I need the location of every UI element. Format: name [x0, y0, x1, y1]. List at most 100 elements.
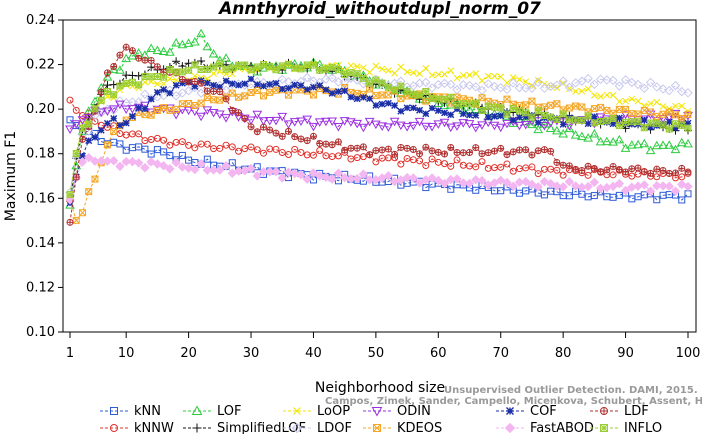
data-point-knn: [472, 186, 480, 194]
data-point-inflo: [547, 113, 555, 121]
legend-marker: [293, 407, 301, 415]
data-point-fastabod: [408, 173, 419, 183]
data-point-fastabod: [589, 177, 600, 187]
data-point-loop: [615, 98, 623, 105]
data-point-odin: [595, 113, 606, 122]
data-point-odin: [371, 120, 381, 130]
y-tick-label: 0.18: [26, 147, 55, 162]
data-point-inflo: [522, 109, 530, 117]
data-point-fastabod: [208, 165, 219, 175]
data-point-ldof: [115, 96, 125, 106]
data-point-ldof: [620, 75, 631, 85]
data-point-ldf: [678, 164, 686, 172]
data-point-odin: [196, 112, 206, 122]
data-point-inflo: [135, 81, 143, 89]
data-point-fastabod: [439, 178, 450, 189]
data-point-cof: [366, 95, 374, 103]
data-point-lof: [439, 100, 450, 110]
data-point-odin: [439, 118, 450, 128]
data-point-cof: [247, 75, 255, 83]
data-point-knn: [203, 155, 211, 163]
data-point-fastabod: [614, 178, 625, 189]
data-point-loop: [216, 68, 224, 75]
data-point-cof: [203, 79, 211, 87]
plot-area-frame: [62, 19, 697, 333]
data-point-kdeos: [253, 87, 261, 95]
data-point-odin: [152, 105, 163, 115]
data-point-ldof: [502, 84, 512, 95]
data-point-fastabod: [358, 169, 369, 179]
data-point-ldof: [439, 78, 450, 89]
data-point-lof: [115, 65, 125, 74]
data-point-ldof: [595, 74, 606, 85]
data-point-odin: [283, 120, 294, 129]
data-point-inflo: [166, 65, 174, 73]
legend-label: LoOP: [317, 404, 350, 419]
data-point-ldf: [235, 109, 243, 117]
data-point-knnw: [441, 160, 449, 168]
data-point-fastabod: [96, 156, 106, 166]
data-point-ldof: [645, 77, 656, 88]
data-point-ldf: [116, 51, 124, 59]
data-point-cof: [78, 152, 86, 160]
data-point-lof: [608, 137, 618, 146]
data-point-cof: [97, 126, 105, 134]
series-ldf: [66, 43, 692, 226]
data-point-odin: [308, 122, 319, 132]
data-point-ldof: [183, 86, 194, 96]
data-point-ldf: [497, 145, 505, 152]
data-point-ldof: [552, 80, 562, 90]
data-point-inflo: [328, 63, 336, 71]
data-point-odin: [102, 107, 113, 116]
data-point-ldof: [277, 74, 287, 85]
data-point-knnw: [559, 171, 567, 179]
legend-marker: [291, 422, 303, 434]
data-point-fastabod: [158, 161, 169, 171]
data-point-cof: [91, 133, 99, 141]
data-point-loop: [191, 72, 199, 80]
data-point-ldf: [384, 145, 392, 153]
data-point-kdeos: [191, 102, 199, 110]
legend-marker: [600, 424, 608, 432]
data-point-inflo: [684, 124, 692, 132]
data-point-lof: [583, 133, 593, 142]
data-point-ldf: [197, 79, 205, 87]
data-point-kdeos: [547, 101, 555, 109]
data-point-knn: [178, 151, 186, 159]
data-point-inflo: [397, 82, 405, 90]
data-point-loop: [166, 75, 174, 83]
data-point-inflo: [72, 149, 80, 157]
data-point-ldf: [316, 140, 324, 147]
data-point-knnw: [309, 151, 317, 159]
data-point-odin: [258, 117, 269, 126]
data-point-cof: [110, 115, 118, 122]
data-point-ldf: [241, 115, 249, 122]
data-point-knnw: [397, 160, 405, 168]
data-point-lof: [658, 140, 668, 149]
data-point-fastabod: [364, 175, 375, 185]
data-point-lof: [527, 119, 537, 129]
legend-label: kNNW: [134, 421, 174, 434]
data-point-kdeos: [247, 89, 255, 97]
data-point-ldf: [141, 56, 149, 64]
data-point-ldf: [665, 170, 673, 177]
data-point-fastabod: [108, 156, 119, 166]
data-point-fastabod: [464, 178, 475, 189]
series-line-loop: [69, 62, 689, 195]
data-point-odin: [108, 105, 119, 114]
data-point-kdeos: [197, 99, 205, 107]
data-point-ldf: [397, 144, 405, 151]
data-point-kdeos: [284, 91, 292, 99]
data-point-cof: [334, 88, 342, 96]
data-point-inflo: [297, 65, 305, 73]
data-point-inflo: [434, 95, 442, 103]
data-point-knn: [565, 192, 573, 200]
data-point-inflo: [197, 66, 205, 74]
data-point-odin: [183, 106, 194, 116]
y-tick-label: 0.24: [26, 13, 55, 28]
data-point-kdeos: [522, 101, 530, 109]
data-point-fastabod: [84, 152, 94, 163]
data-point-ldf: [372, 147, 380, 155]
data-point-ldf: [210, 88, 218, 95]
data-point-lof: [589, 128, 600, 138]
